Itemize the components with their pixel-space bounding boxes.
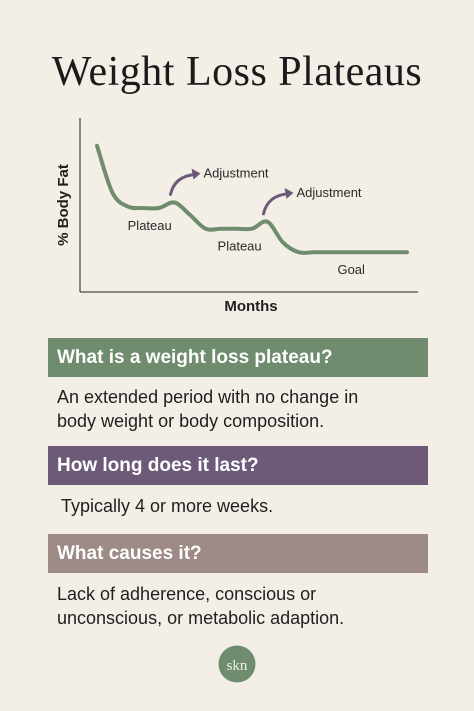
- x-axis-label: Months: [224, 298, 277, 315]
- section-body-line: Lack of adherence, conscious or: [57, 584, 317, 604]
- logo-text: skn: [227, 658, 248, 674]
- section-heading-duration: How long does it last?: [48, 446, 428, 485]
- annotation-label: Plateau: [218, 239, 262, 254]
- series-line: [95, 143, 409, 255]
- annotation-label: Adjustment: [297, 185, 362, 200]
- section-body-duration: Typically 4 or more weeks.: [61, 494, 451, 518]
- annotation-label: Goal: [337, 262, 365, 277]
- section-body-line: Typically 4 or more weeks.: [61, 496, 274, 516]
- section-body-line: body weight or body composition.: [57, 411, 325, 431]
- section-heading-definition: What is a weight loss plateau?: [48, 338, 428, 377]
- annotation-label: Adjustment: [204, 165, 269, 180]
- section-body-causes: Lack of adherence, conscious or unconsci…: [57, 582, 447, 630]
- annotation-label: Plateau: [128, 218, 172, 233]
- section-body-definition: An extended period with no change in bod…: [57, 385, 447, 433]
- adjustment-arrow: [262, 192, 289, 216]
- monogram-logo-icon: skn: [218, 645, 256, 683]
- annotations: Plateau Adjustment Plateau Adjustment Goal: [128, 165, 365, 277]
- arrow-head-icon: [284, 187, 294, 199]
- section-body-line: An extended period with no change in: [57, 387, 359, 407]
- arrow-head-icon: [191, 168, 201, 180]
- page-title: Weight Loss Plateaus: [51, 49, 423, 95]
- adjustment-arrow: [169, 172, 196, 196]
- y-axis-label: % Body Fat: [55, 164, 72, 246]
- chart: % Body Fat Months PlateauAdjustmentPlate…: [55, 118, 418, 315]
- section-body-line: unconscious, or metabolic adaption.: [57, 608, 345, 628]
- section-heading-causes: What causes it?: [48, 534, 428, 573]
